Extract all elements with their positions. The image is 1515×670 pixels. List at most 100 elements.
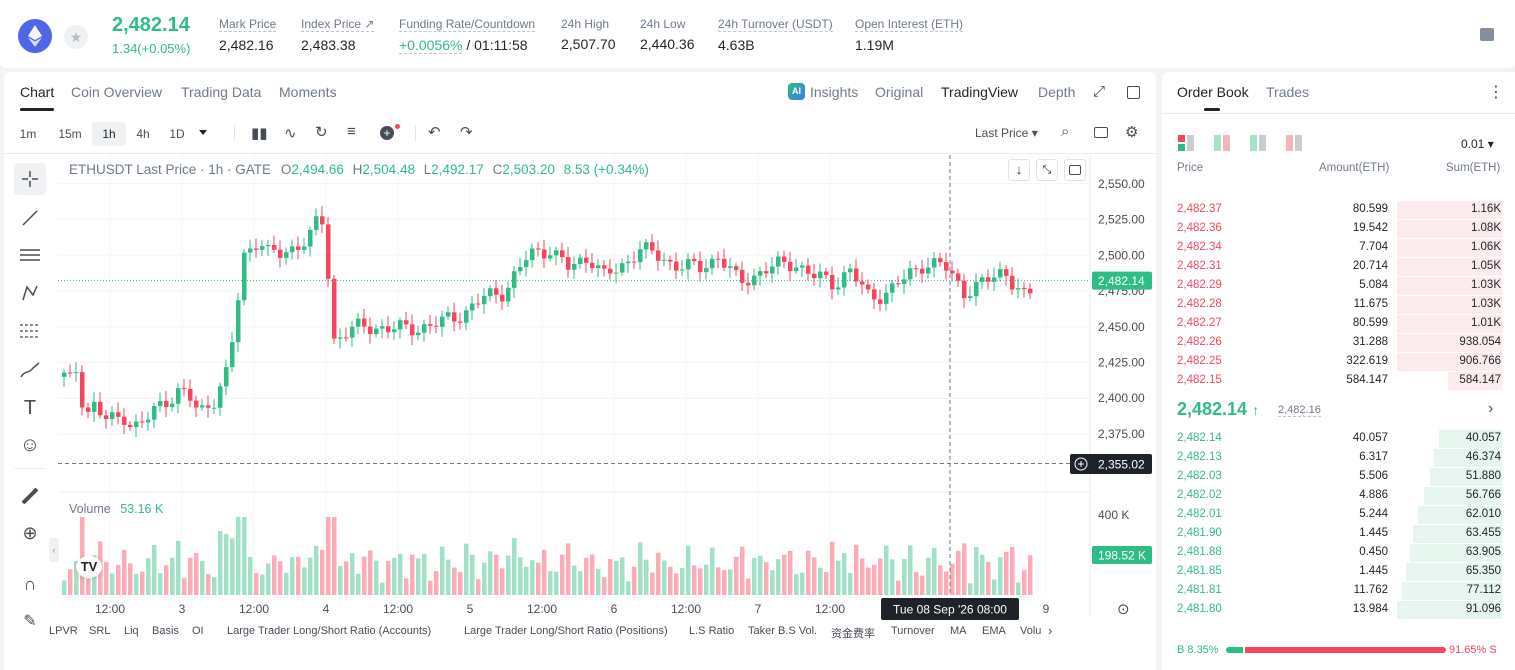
ask-row[interactable]: 2,482.29 5.084 1.03K bbox=[1162, 276, 1515, 295]
indicator-12[interactable]: EMA bbox=[982, 625, 1006, 637]
collapse-icon[interactable]: ⤡ bbox=[1036, 159, 1058, 181]
ask-row[interactable]: 2,482.27 80.599 1.01K bbox=[1162, 314, 1515, 333]
indicator-scroll-right-icon[interactable]: › bbox=[1048, 623, 1053, 638]
indicator-1[interactable]: SRL bbox=[89, 625, 111, 637]
volume-bar bbox=[704, 564, 709, 595]
bid-row[interactable]: 2,482.02 4.886 56.766 bbox=[1162, 486, 1515, 505]
book-icon[interactable] bbox=[1480, 28, 1494, 41]
fullscreen-icon[interactable] bbox=[1127, 86, 1140, 99]
settings-gear-icon[interactable]: ⚙ bbox=[1125, 124, 1139, 141]
tab-insights[interactable]: Insights bbox=[810, 84, 859, 100]
ask-row[interactable]: 2,482.37 80.599 1.16K bbox=[1162, 200, 1515, 219]
bid-row[interactable]: 2,482.13 6.317 46.374 bbox=[1162, 448, 1515, 467]
precision-select[interactable]: 0.01 ▾ bbox=[1461, 137, 1494, 151]
ask-row[interactable]: 2,482.34 7.704 1.06K bbox=[1162, 238, 1515, 257]
indicator-10[interactable]: Turnover bbox=[891, 625, 935, 637]
camera-icon[interactable] bbox=[1094, 127, 1108, 138]
scroll-down-icon[interactable]: ↓ bbox=[1008, 159, 1030, 181]
price-type-select[interactable]: Last Price ▾ bbox=[975, 126, 1038, 140]
pattern-tool-icon[interactable] bbox=[14, 277, 46, 309]
legend-high: 2,504.48 bbox=[362, 162, 415, 177]
indicator-6[interactable]: Large Trader Long/Short Ratio (Positions… bbox=[464, 625, 668, 637]
more-options-icon[interactable]: ⋮ bbox=[1488, 84, 1504, 101]
tab-trades[interactable]: Trades bbox=[1266, 84, 1310, 100]
tab-trading-data[interactable]: Trading Data bbox=[181, 84, 262, 100]
timeframe-4h[interactable]: 4h bbox=[136, 127, 150, 141]
magnet-icon[interactable]: ∩ bbox=[23, 573, 37, 594]
volume-bar bbox=[884, 545, 889, 595]
ask-sum: 584.147 bbox=[1459, 374, 1501, 386]
tab-coin-overview[interactable]: Coin Overview bbox=[71, 84, 163, 100]
bid-row[interactable]: 2,481.80 13.984 91.096 bbox=[1162, 600, 1515, 619]
expand-icon[interactable]: ⤢ bbox=[1093, 83, 1106, 100]
replay-icon[interactable]: ↻ bbox=[315, 124, 328, 141]
indicator-5[interactable]: Large Trader Long/Short Ratio (Accounts) bbox=[227, 625, 432, 637]
ask-row[interactable]: 2,482.26 31.288 938.054 bbox=[1162, 333, 1515, 352]
add-indicator-icon[interactable]: + bbox=[380, 126, 394, 140]
timeframe-1d[interactable]: 1D bbox=[169, 127, 185, 141]
book-view-both-icon[interactable] bbox=[1178, 135, 1194, 151]
indicator-2[interactable]: Liq bbox=[124, 625, 139, 637]
tab-moments[interactable]: Moments bbox=[279, 84, 337, 100]
timeframe-15m[interactable]: 15m bbox=[58, 127, 82, 141]
chart-settings-icon[interactable]: ⊙ bbox=[1117, 601, 1130, 618]
stat-turnover: 24h Turnover (USDT) 4.63B bbox=[718, 17, 833, 53]
candle-body bbox=[698, 260, 703, 273]
bid-row[interactable]: 2,482.03 5.506 51.880 bbox=[1162, 467, 1515, 486]
ai-insights-icon[interactable]: AI bbox=[788, 83, 805, 100]
bid-row[interactable]: 2,482.14 40.057 40.057 bbox=[1162, 429, 1515, 448]
brush-tool-icon[interactable] bbox=[14, 354, 46, 386]
book-view-bids-icon[interactable] bbox=[1214, 135, 1230, 151]
undo-icon[interactable]: ↶ bbox=[428, 124, 441, 141]
bid-row[interactable]: 2,481.85 1.445 65.350 bbox=[1162, 562, 1515, 581]
text-tool-icon[interactable]: T bbox=[23, 396, 37, 419]
pencil-icon[interactable]: ✎ bbox=[23, 613, 37, 630]
crosshair-tool-icon[interactable] bbox=[14, 163, 46, 195]
ask-row[interactable]: 2,482.28 11.675 1.03K bbox=[1162, 295, 1515, 314]
chevron-right-icon[interactable]: › bbox=[1488, 400, 1494, 417]
indicator-11[interactable]: MA bbox=[950, 625, 967, 637]
timeframe-dropdown-icon[interactable] bbox=[199, 130, 207, 135]
indicator-9[interactable]: 资金费率 bbox=[831, 628, 875, 640]
indicator-0[interactable]: LPVR bbox=[49, 625, 78, 637]
indicators-icon[interactable]: ∿ bbox=[284, 125, 297, 142]
redo-icon[interactable]: ↷ bbox=[460, 124, 473, 141]
tab-tradingview[interactable]: TradingView bbox=[941, 84, 1019, 100]
indicator-8[interactable]: Taker B.S Vol. bbox=[748, 625, 818, 637]
tab-depth[interactable]: Depth bbox=[1038, 84, 1076, 100]
fib-tool-icon[interactable] bbox=[14, 315, 46, 347]
ruler-tool-icon[interactable] bbox=[14, 480, 46, 512]
indicator-7[interactable]: L.S Ratio bbox=[689, 625, 735, 637]
candle-type-icon[interactable]: ▮▮ bbox=[251, 125, 268, 142]
book-view-buy-icon[interactable] bbox=[1250, 135, 1266, 151]
trendline-tool-icon[interactable] bbox=[14, 202, 46, 234]
bid-row[interactable]: 2,482.01 5.244 62.010 bbox=[1162, 505, 1515, 524]
tab-order-book[interactable]: Order Book bbox=[1177, 84, 1249, 100]
collapse-toolbar-icon[interactable]: ‹ bbox=[49, 538, 59, 562]
ask-row[interactable]: 2,482.36 19.542 1.08K bbox=[1162, 219, 1515, 238]
stat-index-price[interactable]: Index Price ↗ 2,483.38 bbox=[301, 17, 375, 53]
emoji-tool-icon[interactable]: ☺ bbox=[19, 433, 41, 456]
search-icon[interactable]: ⌕ bbox=[1061, 123, 1070, 140]
ask-row[interactable]: 2,482.15 584.147 584.147 bbox=[1162, 371, 1515, 390]
bid-row[interactable]: 2,481.88 0.450 63.905 bbox=[1162, 543, 1515, 562]
indicator-13[interactable]: Volu bbox=[1020, 625, 1042, 637]
chart-layout-icon[interactable] bbox=[1064, 159, 1086, 181]
timeframe-1m[interactable]: 1m bbox=[19, 127, 37, 141]
ask-row[interactable]: 2,482.31 20.714 1.05K bbox=[1162, 257, 1515, 276]
book-view-sell-icon[interactable] bbox=[1286, 135, 1302, 151]
horizontal-lines-tool-icon[interactable] bbox=[14, 239, 46, 271]
tab-chart[interactable]: Chart bbox=[20, 84, 55, 100]
indicator-3[interactable]: Basis bbox=[152, 625, 179, 637]
bid-row[interactable]: 2,481.81 11.762 77.112 bbox=[1162, 581, 1515, 600]
candle-body bbox=[116, 412, 121, 417]
tab-original[interactable]: Original bbox=[875, 84, 924, 100]
zoom-in-icon[interactable]: ⊕ bbox=[22, 522, 38, 543]
favorite-star-icon[interactable]: ★ bbox=[64, 25, 88, 49]
timeframe-1h[interactable]: 1h bbox=[92, 122, 126, 146]
indicator-4[interactable]: OI bbox=[192, 625, 204, 637]
bid-row[interactable]: 2,481.90 1.445 63.455 bbox=[1162, 524, 1515, 543]
ask-row[interactable]: 2,482.25 322.619 906.766 bbox=[1162, 352, 1515, 371]
template-icon[interactable]: ≡ bbox=[347, 123, 356, 140]
